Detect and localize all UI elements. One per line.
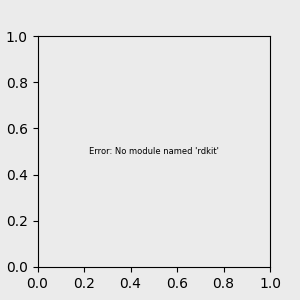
Text: Error: No module named 'rdkit': Error: No module named 'rdkit' xyxy=(89,147,219,156)
